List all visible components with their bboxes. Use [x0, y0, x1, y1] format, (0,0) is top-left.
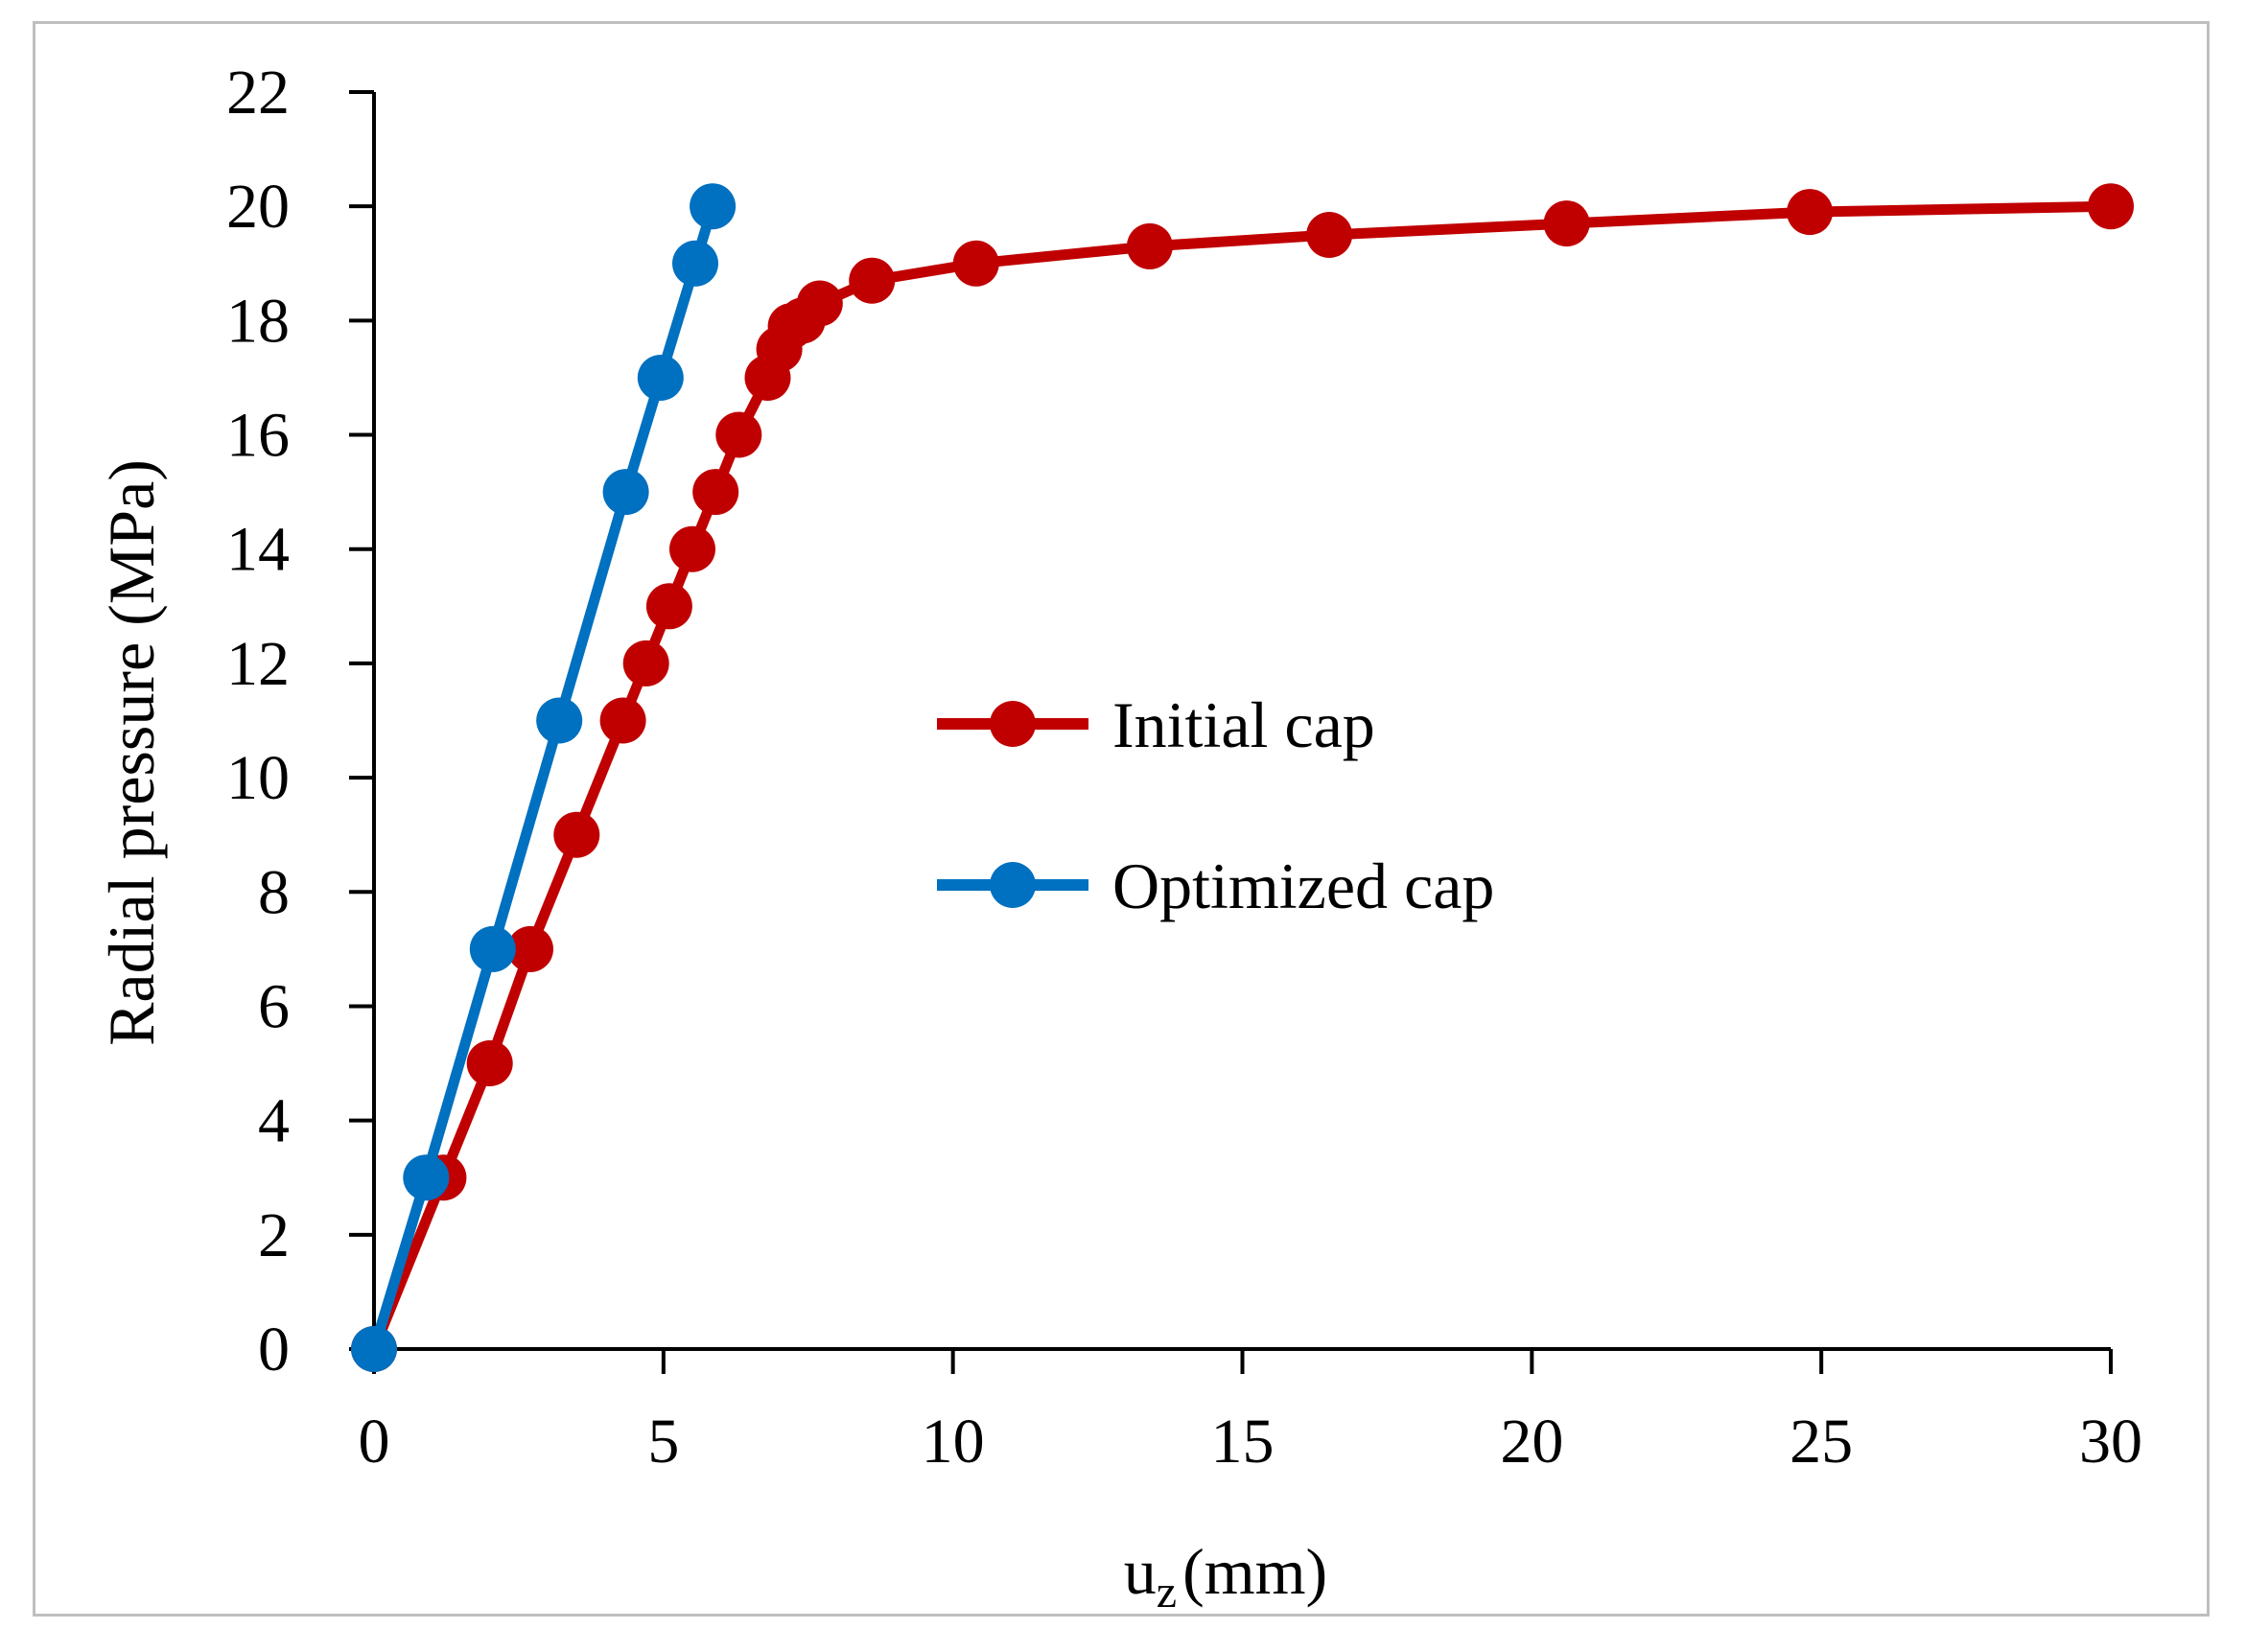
data-point-initial-cap-21 [1787, 189, 1834, 236]
y-tick-label-22: 22 [226, 58, 290, 128]
x-axis-title-unit: (mm) [1182, 1535, 1327, 1608]
data-point-optimized-cap-0 [351, 1326, 397, 1372]
legend-label-optimized-cap: Optimized cap [1112, 849, 1494, 922]
y-tick-label-10: 10 [226, 743, 290, 813]
legend-label-initial-cap: Initial cap [1112, 688, 1375, 761]
x-axis-title-main: u [1124, 1535, 1157, 1608]
legend-marker-optimized-cap [990, 862, 1036, 908]
data-point-optimized-cap-1 [403, 1154, 450, 1201]
data-point-initial-cap-9 [692, 469, 739, 516]
data-point-initial-cap-4 [553, 811, 600, 858]
data-point-optimized-cap-6 [672, 240, 718, 287]
x-tick-label-15: 15 [1211, 1407, 1275, 1477]
data-point-initial-cap-19 [1306, 212, 1353, 258]
data-point-optimized-cap-4 [602, 469, 649, 516]
x-tick-label-20: 20 [1500, 1407, 1563, 1477]
series-optimized-cap [351, 183, 737, 1372]
data-point-initial-cap-7 [645, 583, 692, 630]
data-point-initial-cap-18 [1126, 222, 1173, 269]
x-tick-label-10: 10 [922, 1407, 985, 1477]
legend-marker-initial-cap [990, 701, 1036, 747]
data-point-optimized-cap-5 [637, 355, 684, 401]
data-point-initial-cap-8 [669, 525, 715, 572]
legend-entry-initial-cap: Initial cap [937, 688, 1375, 761]
y-tick-label-8: 8 [258, 857, 290, 927]
y-tick-label-4: 4 [258, 1086, 290, 1156]
y-tick-label-20: 20 [226, 172, 290, 242]
data-point-optimized-cap-2 [469, 925, 516, 972]
series-line-initial-cap [368, 200, 2117, 1355]
data-point-initial-cap-15 [796, 280, 843, 327]
x-tick-label-25: 25 [1790, 1407, 1853, 1477]
data-point-initial-cap-16 [849, 257, 896, 304]
y-tick-label-2: 2 [258, 1200, 290, 1270]
series-layer [351, 183, 2134, 1372]
data-point-initial-cap-20 [1543, 200, 1590, 247]
data-point-initial-cap-10 [715, 411, 762, 458]
y-tick-label-18: 18 [226, 286, 290, 356]
x-tick-label-30: 30 [2079, 1407, 2142, 1477]
legend-entry-optimized-cap: Optimized cap [937, 849, 1494, 922]
y-tick-label-12: 12 [226, 629, 290, 699]
axes: 0 2 4 6 8 10 12 14 16 18 20 22 0 5 10 15 20 25 30 [226, 58, 2142, 1477]
y-axis-title: Radial pressure (MPa) [95, 459, 168, 1046]
y-tick-label-14: 14 [226, 515, 290, 585]
data-point-initial-cap-3 [507, 925, 553, 972]
legend: Initial cap Optimized cap [937, 688, 1494, 922]
data-point-initial-cap-17 [952, 240, 999, 287]
data-point-optimized-cap-7 [690, 183, 737, 230]
y-tick-label-16: 16 [226, 401, 290, 471]
x-axis-title: uz(mm) [1124, 1535, 1327, 1617]
data-point-initial-cap-6 [622, 640, 669, 686]
y-tick-label-6: 6 [258, 971, 290, 1041]
data-point-optimized-cap-3 [536, 697, 583, 744]
x-tick-label-5: 5 [647, 1407, 679, 1477]
data-point-initial-cap-22 [2088, 183, 2134, 230]
series-initial-cap [351, 183, 2134, 1372]
x-tick-label-0: 0 [359, 1407, 390, 1477]
data-point-initial-cap-5 [599, 697, 646, 744]
y-tick-label-0: 0 [258, 1315, 290, 1384]
data-point-initial-cap-2 [466, 1040, 513, 1086]
x-axis-title-subscript: z [1157, 1567, 1177, 1617]
